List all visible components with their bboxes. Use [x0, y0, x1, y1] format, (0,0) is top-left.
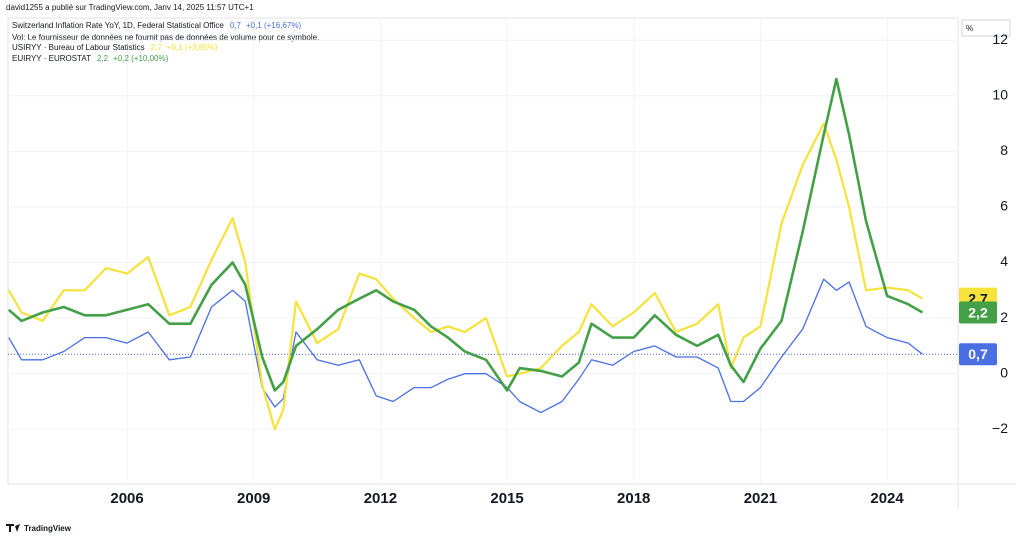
y-tick-label: 8	[1000, 142, 1008, 158]
y-tick-label: 10	[992, 87, 1008, 103]
y-tick-label: 0	[1000, 364, 1008, 380]
last-value-label: 0,7	[968, 346, 988, 362]
unit-box	[961, 19, 1011, 37]
y-tick-label: −2	[992, 420, 1008, 436]
x-tick-label: 2021	[744, 490, 777, 507]
x-tick-label: 2006	[110, 490, 143, 507]
series-line	[8, 278, 923, 414]
legend-change: +0,2 (+10,00%)	[113, 54, 168, 63]
last-value-badge	[959, 301, 997, 324]
last-value-label: 2,2	[968, 304, 988, 320]
legend-value: 2,7	[151, 43, 163, 52]
legend-name[interactable]: EUIRYY · EUROSTAT	[12, 54, 91, 63]
series-line	[7, 122, 924, 431]
y-tick-label: 4	[1000, 253, 1008, 269]
footer: TradingView	[24, 524, 72, 533]
legend-change: +0,1 (+3,85%)	[167, 43, 218, 52]
header: david1255 a publié sur TradingView.com, …	[6, 3, 254, 12]
x-tick-label: 2012	[364, 490, 397, 507]
logo	[6, 524, 20, 532]
legend-name[interactable]: Switzerland Inflation Rate YoY, 1D, Fede…	[12, 21, 224, 30]
annotation: Vol: Le fournisseur de données ne fourni…	[12, 33, 319, 42]
y-tick-label: 2	[1000, 309, 1008, 325]
series-line	[7, 77, 924, 392]
legend-change: +0,1 (+16,67%)	[246, 21, 301, 30]
legend-value: 2,2	[97, 54, 109, 63]
last-value-badge	[959, 343, 997, 366]
y-tick-label: 6	[1000, 198, 1008, 214]
legend-value: 0,7	[230, 21, 242, 30]
y-tick-label: 12	[992, 31, 1008, 47]
y-unit: %	[966, 24, 973, 33]
x-tick-label: 2018	[617, 490, 650, 507]
x-tick-label: 2024	[870, 490, 904, 507]
legend-name[interactable]: USIRYY · Bureau of Labour Statistics	[12, 43, 145, 52]
x-tick-label: 2009	[237, 490, 270, 507]
x-tick-label: 2015	[490, 490, 523, 507]
